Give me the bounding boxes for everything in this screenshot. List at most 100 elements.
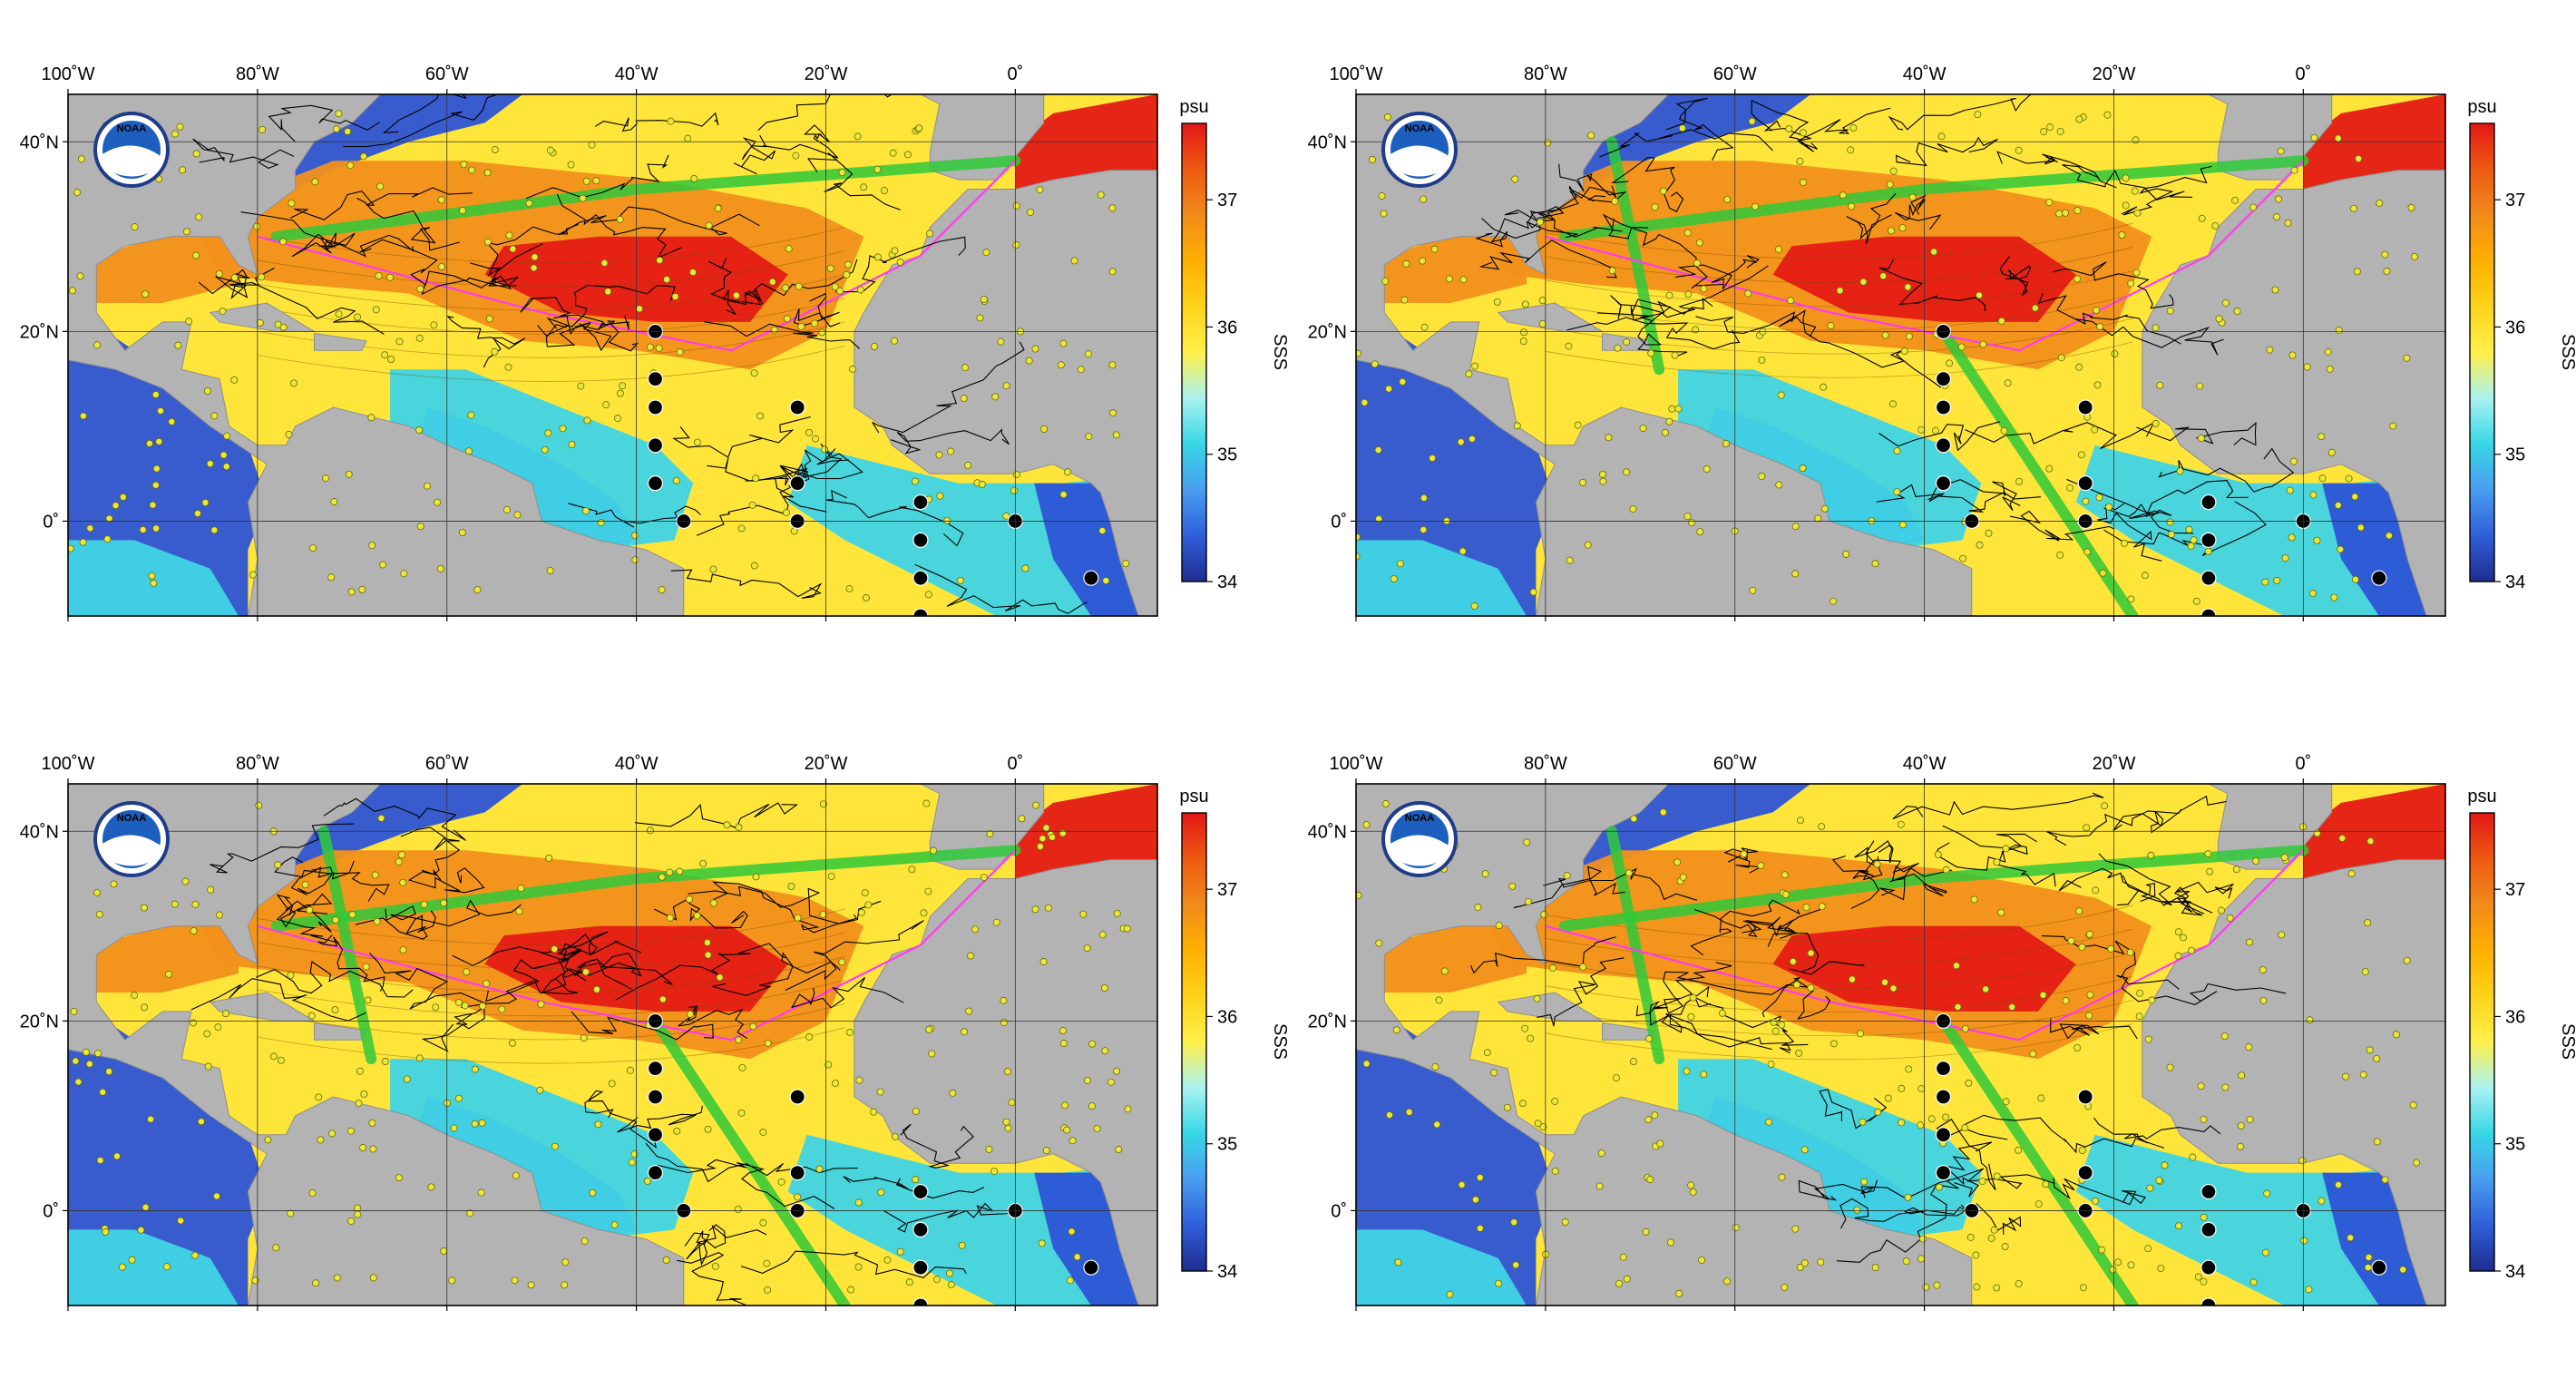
- argo-float: [2056, 551, 2064, 559]
- argo-float: [1068, 1137, 1077, 1145]
- argo-float: [1873, 860, 1881, 868]
- argo-float: [163, 1263, 171, 1271]
- argo-float: [2334, 134, 2342, 142]
- buoy: [2200, 1259, 2217, 1276]
- drifter-track: [1504, 185, 1595, 229]
- argo-float: [511, 1276, 519, 1285]
- argo-float: [1068, 1227, 1076, 1236]
- argo-float: [1518, 1100, 1527, 1108]
- lon-tick-label: 40˚W: [615, 754, 659, 774]
- argo-float: [1445, 275, 1453, 283]
- argo-float: [197, 1118, 205, 1126]
- panel-svg: 100˚W 80˚W 60˚W 40˚W 20˚W 0˚ 40˚N 20˚N 0˚ NOAA 34 3…: [20, 754, 1290, 1311]
- drifter-track: [1537, 206, 1649, 240]
- argo-float: [583, 416, 591, 425]
- drifter-track: [520, 297, 629, 331]
- argo-float: [1374, 446, 1382, 455]
- lat-tick-label: 20˚N: [20, 1012, 59, 1032]
- argo-float: [1796, 1263, 1804, 1271]
- argo-float: [356, 1067, 364, 1075]
- colorbar-label: SSS: [2558, 334, 2576, 370]
- argo-float: [1004, 1068, 1012, 1076]
- argo-float: [498, 1005, 506, 1013]
- argo-float: [1979, 340, 1987, 348]
- drifter-track: [1767, 933, 1865, 975]
- argo-float: [2303, 363, 2311, 371]
- argo-float: [94, 1050, 102, 1058]
- argo-float: [1534, 1120, 1542, 1128]
- drifter-track: [556, 194, 682, 259]
- drifter-track: [229, 272, 385, 335]
- argo-float: [416, 523, 424, 531]
- argo-float: [671, 292, 679, 300]
- argo-float: [1679, 873, 1687, 881]
- argo-float: [561, 1258, 570, 1267]
- argo-float: [2246, 1115, 2254, 1123]
- argo-float: [152, 465, 161, 473]
- argo-float: [1088, 1040, 1097, 1048]
- argo-float: [579, 194, 587, 202]
- argo-float: [1848, 975, 1856, 983]
- logo-gull-wave: [1390, 835, 1449, 866]
- drifter-track: [1963, 1114, 2165, 1154]
- argo-float: [662, 1256, 670, 1264]
- argo-float: [990, 1168, 999, 1176]
- argo-float: [1644, 1116, 1653, 1124]
- argo-float: [1483, 1049, 1491, 1057]
- argo-float: [1433, 1120, 1441, 1129]
- argo-float: [1431, 1062, 1439, 1071]
- argo-float: [2157, 1265, 2165, 1273]
- argo-float: [1900, 347, 1908, 355]
- argo-float: [386, 273, 395, 281]
- argo-float: [860, 183, 868, 191]
- argo-float: [256, 318, 264, 327]
- argo-float: [1538, 319, 1547, 328]
- drifter-track: [1965, 421, 2155, 450]
- argo-float: [1018, 815, 1026, 823]
- argo-float: [1982, 985, 1990, 993]
- argo-float: [992, 918, 1000, 926]
- argo-float: [1791, 570, 1800, 578]
- argo-float: [1781, 891, 1790, 899]
- argo-float: [1904, 1193, 1912, 1201]
- drifter-track: [1665, 97, 1734, 161]
- argo-float: [2156, 381, 2164, 389]
- argo-float: [448, 1276, 456, 1285]
- drifter-track: [2158, 447, 2295, 493]
- argo-float: [2061, 209, 2069, 217]
- argo-float: [1109, 409, 1117, 417]
- argo-float: [364, 996, 372, 1004]
- argo-float: [1405, 1108, 1413, 1116]
- drifter-track: [1566, 317, 1741, 350]
- argo-float: [312, 1279, 320, 1287]
- argo-float: [2194, 1273, 2202, 1281]
- argo-float: [112, 502, 120, 510]
- argo-float: [2045, 465, 2054, 473]
- drifter-track: [291, 232, 341, 258]
- argo-float: [689, 269, 698, 277]
- argo-float: [491, 146, 499, 154]
- argo-float: [2078, 1147, 2086, 1155]
- drifter-track: [653, 899, 748, 929]
- amazon-cyan: [390, 369, 694, 550]
- argo-float: [1781, 1283, 1789, 1291]
- argo-float: [551, 1142, 559, 1150]
- argo-float: [454, 998, 463, 1006]
- argo-float: [876, 1088, 884, 1096]
- argo-float: [345, 470, 353, 478]
- argo-float: [1902, 1257, 1910, 1266]
- argo-float: [1758, 473, 1766, 481]
- argo-float: [222, 463, 230, 471]
- argo-float: [1917, 1121, 1925, 1130]
- drifter-track: [1894, 194, 1942, 230]
- argo-float: [1853, 1206, 1861, 1214]
- argo-float: [1934, 850, 1942, 858]
- argo-float: [1059, 491, 1068, 499]
- drifter-track: [2066, 478, 2194, 534]
- argo-float: [68, 287, 76, 295]
- argo-float: [1942, 1113, 1950, 1121]
- lat-tick-label: 0˚: [1331, 512, 1347, 532]
- argo-float: [748, 501, 756, 509]
- argo-float: [1917, 1085, 1926, 1093]
- argo-float: [206, 460, 214, 468]
